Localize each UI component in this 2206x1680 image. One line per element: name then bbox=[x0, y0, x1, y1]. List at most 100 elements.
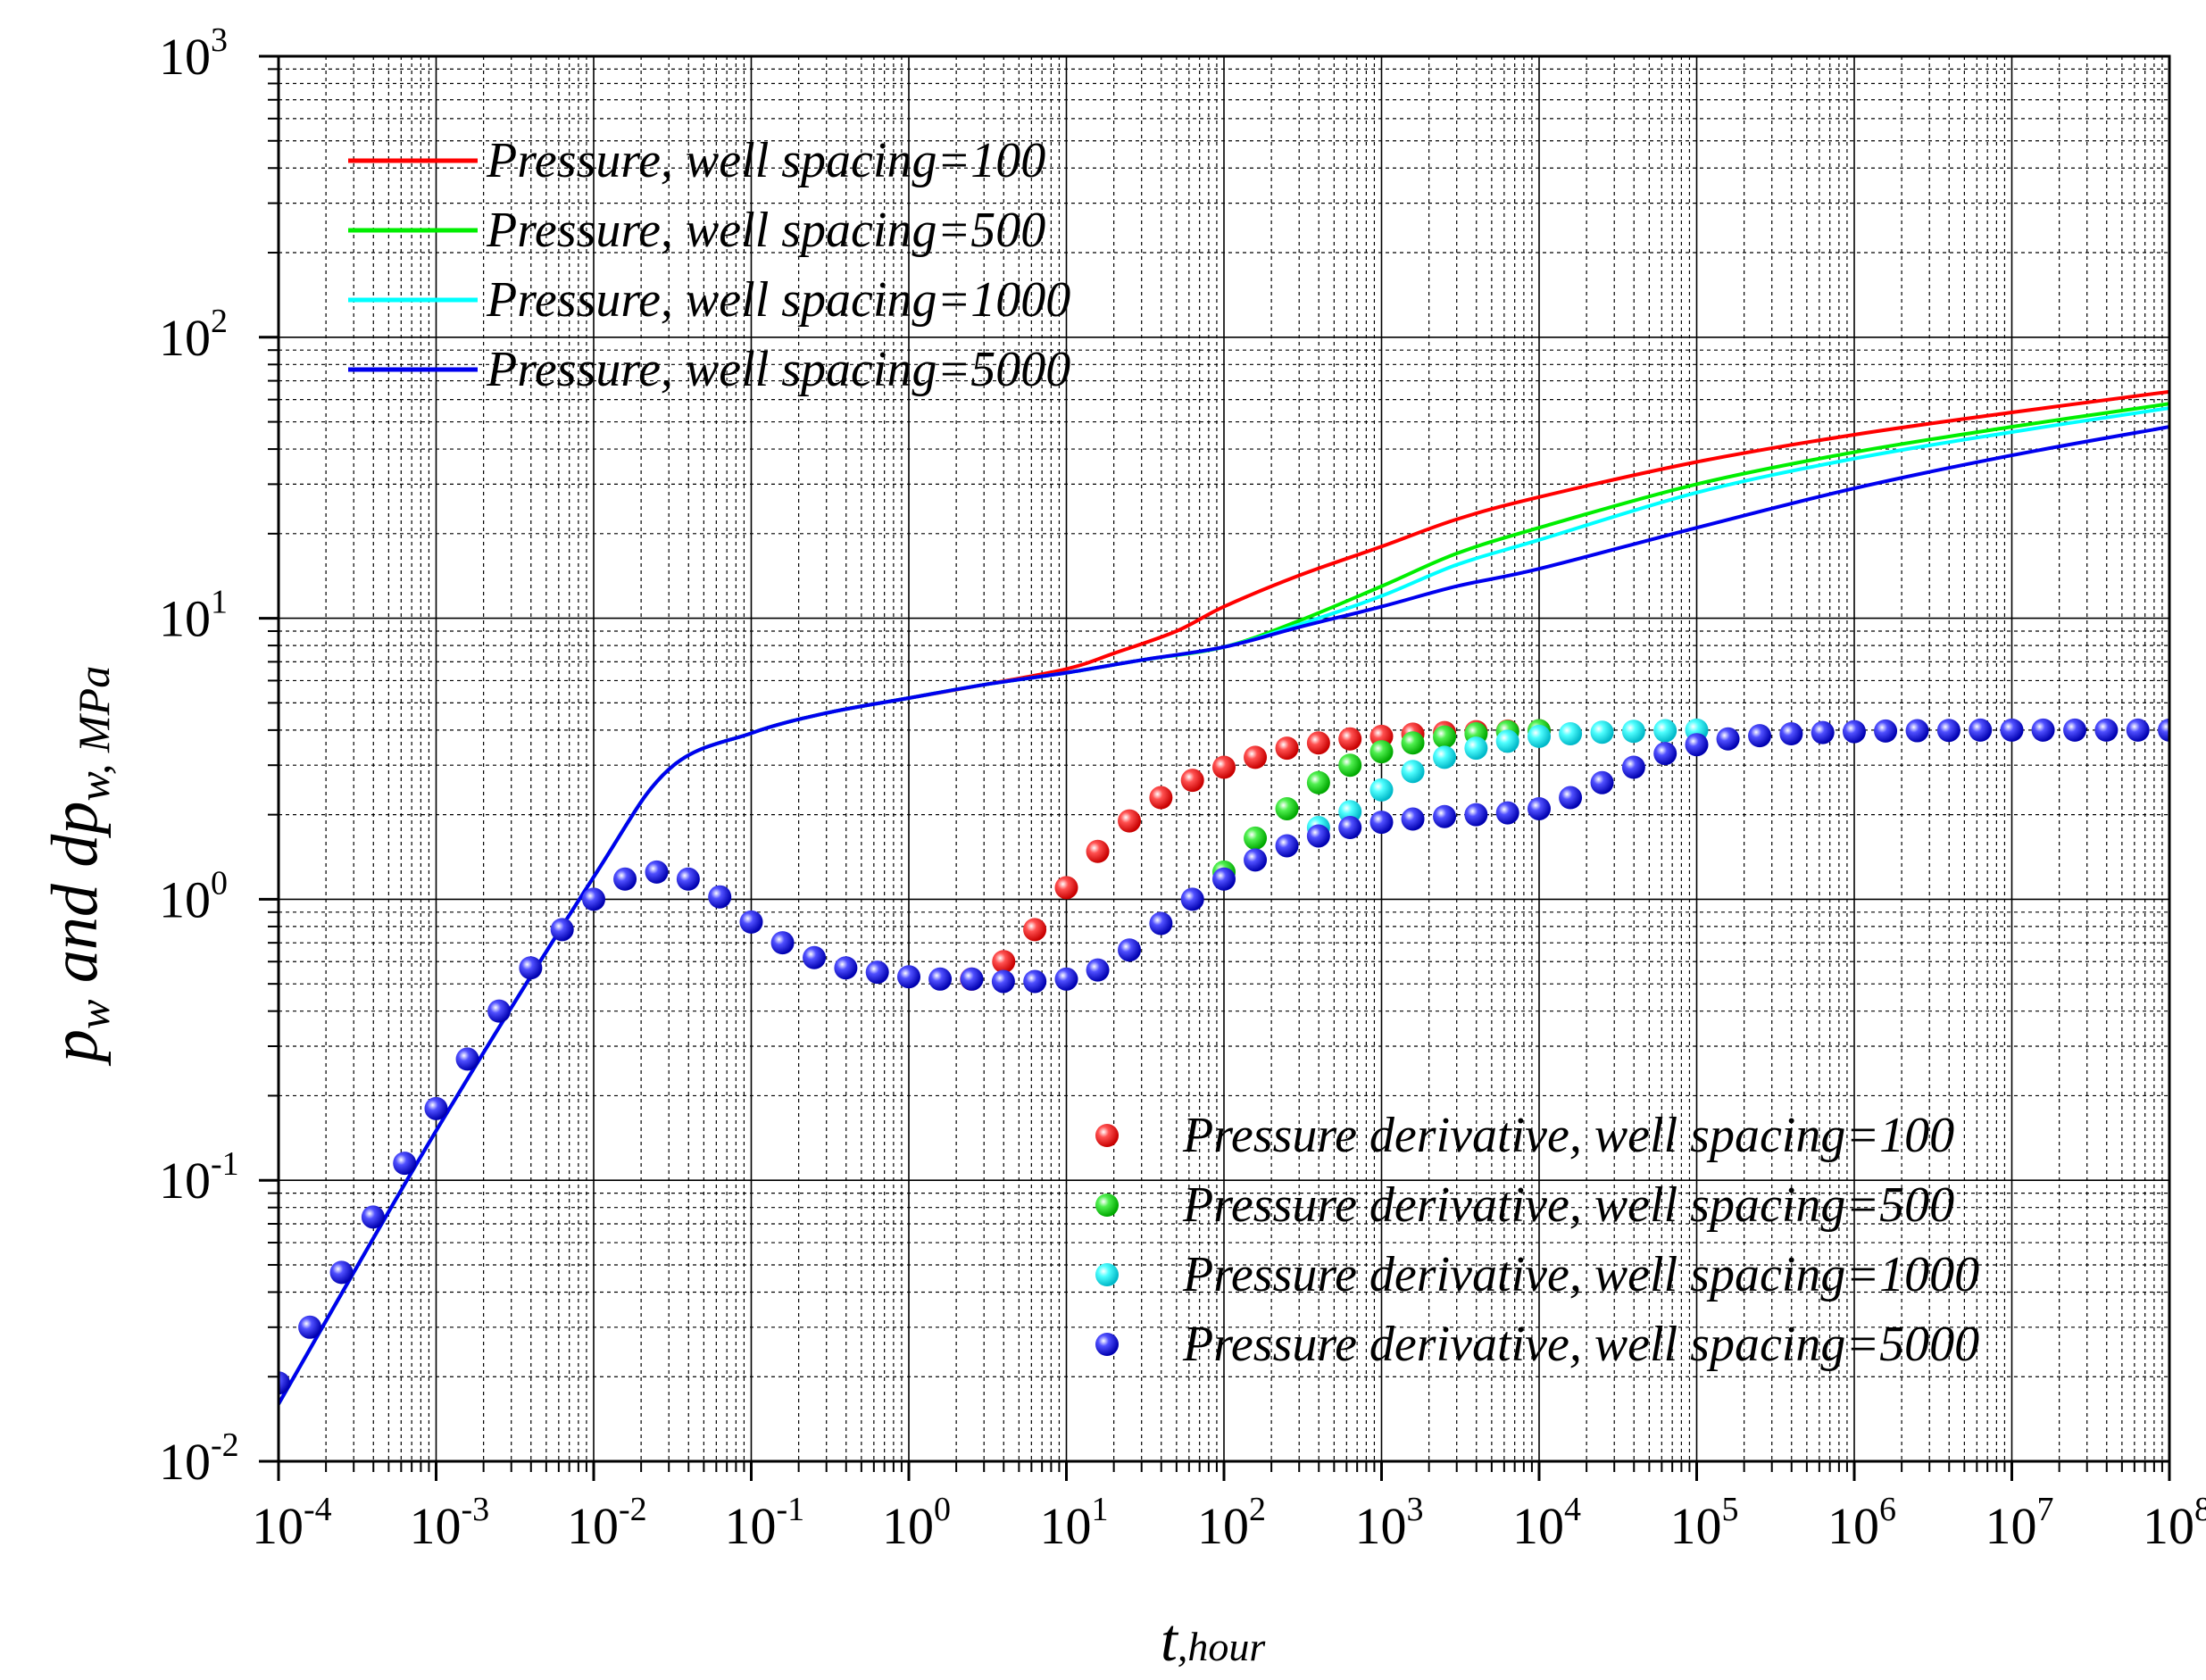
derivative-point bbox=[676, 867, 700, 891]
derivative-point bbox=[1054, 876, 1078, 900]
x-tick-label: 10-3 bbox=[410, 1491, 490, 1555]
legend-point-label: Pressure derivative, well spacing=100 bbox=[1182, 1108, 1954, 1163]
derivative-point bbox=[1401, 731, 1425, 755]
derivative-point bbox=[991, 969, 1015, 994]
x-tick-label: 10-1 bbox=[725, 1491, 805, 1555]
derivative-point bbox=[770, 931, 795, 955]
derivative-point bbox=[928, 967, 953, 991]
derivative-point bbox=[1811, 720, 1835, 744]
y-tick-label: 103 bbox=[159, 21, 228, 86]
derivative-point bbox=[1685, 733, 1709, 757]
derivative-point bbox=[1621, 719, 1645, 744]
x-tick-label: 101 bbox=[1040, 1491, 1109, 1555]
y-tick-label: 100 bbox=[159, 864, 228, 928]
derivative-point bbox=[1275, 736, 1299, 761]
derivative-point bbox=[1936, 719, 1960, 743]
x-tick-label: 10-2 bbox=[567, 1491, 647, 1555]
x-tick-label: 104 bbox=[1512, 1491, 1581, 1555]
derivative-point bbox=[1118, 938, 1142, 962]
derivative-point bbox=[1212, 867, 1236, 891]
derivative-point bbox=[455, 1047, 479, 1071]
legend-line-label: Pressure, well spacing=100 bbox=[486, 133, 1045, 188]
derivative-point bbox=[1621, 755, 1645, 779]
derivative-point bbox=[1653, 719, 1677, 743]
derivative-point bbox=[1023, 969, 1047, 994]
derivative-point bbox=[1495, 729, 1519, 753]
derivative-point bbox=[1244, 745, 1268, 769]
derivative-point bbox=[1275, 796, 1299, 820]
derivative-points bbox=[279, 718, 2169, 1395]
y-tick-label: 10-2 bbox=[159, 1426, 239, 1491]
legend-point-swatch bbox=[1095, 1193, 1119, 1217]
derivative-point bbox=[1338, 816, 1362, 840]
derivative-point bbox=[487, 999, 512, 1023]
x-tick-label: 106 bbox=[1827, 1491, 1896, 1555]
derivative-point bbox=[1275, 834, 1299, 858]
x-axis-title: t,hour bbox=[1161, 1606, 1266, 1674]
derivative-point bbox=[992, 950, 1016, 974]
derivative-point bbox=[2000, 718, 2024, 742]
derivative-point bbox=[1401, 760, 1425, 784]
pressure-curves bbox=[279, 389, 2169, 1405]
derivative-point bbox=[1905, 719, 1929, 743]
derivative-point bbox=[1716, 727, 1740, 751]
derivative-point bbox=[1369, 778, 1394, 802]
legend-point-swatch bbox=[1095, 1124, 1119, 1147]
derivative-point bbox=[1023, 918, 1047, 942]
derivative-point bbox=[1874, 719, 1898, 743]
derivative-point bbox=[739, 910, 763, 934]
derivative-point bbox=[1054, 967, 1078, 991]
derivative-point bbox=[1118, 809, 1142, 833]
legend-line-label: Pressure, well spacing=1000 bbox=[486, 272, 1070, 328]
derivative-point bbox=[1528, 724, 1551, 748]
derivative-point bbox=[329, 1260, 354, 1285]
derivative-point bbox=[1212, 755, 1236, 779]
derivative-point bbox=[1843, 719, 1866, 744]
derivative-point bbox=[1464, 803, 1488, 827]
derivative-point bbox=[1086, 839, 1110, 863]
derivative-point bbox=[1464, 736, 1488, 761]
derivative-point bbox=[1748, 724, 1772, 748]
derivative-point bbox=[1779, 722, 1803, 746]
derivative-point bbox=[1653, 742, 1677, 766]
x-tick-label: 105 bbox=[1670, 1491, 1739, 1555]
derivative-point bbox=[1590, 720, 1614, 744]
x-tick-label: 100 bbox=[882, 1491, 951, 1555]
legend-derivative: Pressure derivative, well spacing=100 Pre… bbox=[1095, 1108, 1979, 1372]
x-tick-label: 103 bbox=[1355, 1491, 1424, 1555]
derivative-point bbox=[1338, 800, 1362, 824]
derivative-point bbox=[424, 1096, 448, 1120]
derivative-point bbox=[1495, 801, 1519, 825]
derivative-point bbox=[1306, 824, 1330, 848]
derivative-point bbox=[2063, 718, 2087, 742]
derivative-point bbox=[897, 965, 920, 989]
derivative-point bbox=[1244, 826, 1268, 850]
derivative-point bbox=[582, 887, 605, 911]
x-tick-label: 10-4 bbox=[252, 1491, 332, 1555]
derivative-point bbox=[645, 860, 669, 884]
derivative-point bbox=[393, 1152, 417, 1176]
derivative-point bbox=[1559, 786, 1583, 810]
legend-line-label: Pressure, well spacing=5000 bbox=[486, 342, 1070, 397]
derivative-point bbox=[1401, 807, 1425, 831]
y-tick-label: 10-1 bbox=[159, 1145, 239, 1210]
derivative-point bbox=[1338, 727, 1362, 751]
derivative-point bbox=[1244, 848, 1268, 872]
derivative-point bbox=[519, 956, 543, 980]
derivative-point bbox=[1433, 745, 1457, 769]
pressure-line-series-4 bbox=[279, 425, 2169, 1405]
derivative-point bbox=[1149, 911, 1173, 936]
derivative-point bbox=[2158, 718, 2169, 742]
derivative-point bbox=[1433, 804, 1457, 828]
x-tick-label: 108 bbox=[2143, 1491, 2206, 1555]
derivative-point bbox=[960, 967, 984, 991]
y-tick-label: 102 bbox=[159, 303, 228, 367]
legend-point-swatch bbox=[1095, 1333, 1119, 1356]
legend-point-label: Pressure derivative, well spacing=5000 bbox=[1182, 1317, 1979, 1372]
derivative-point bbox=[1338, 753, 1362, 778]
derivative-point bbox=[1306, 731, 1330, 755]
derivative-point bbox=[708, 885, 732, 909]
derivative-point bbox=[2126, 718, 2150, 742]
y-tick-labels: 10-2 10-1 100 101 102 103 bbox=[159, 21, 239, 1491]
